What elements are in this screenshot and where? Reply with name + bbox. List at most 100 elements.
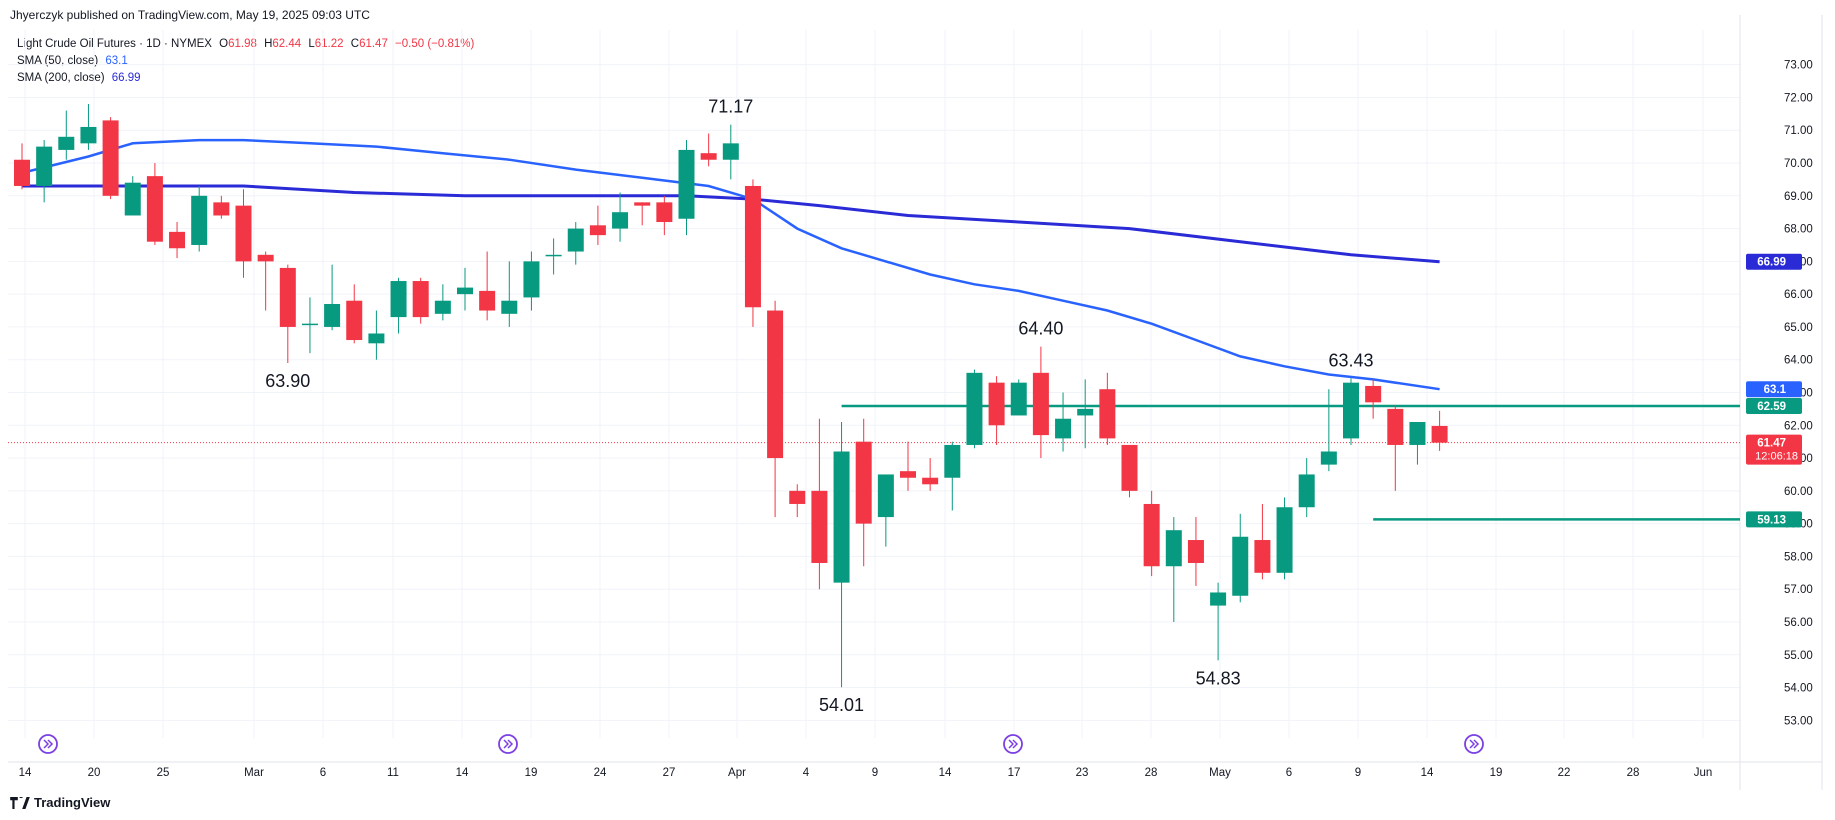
x-tick-label: 28 [1145, 767, 1158, 779]
y-tick-label: 55.00 [1784, 650, 1813, 662]
candle-down [922, 477, 939, 485]
sma50-value: 63.1 [105, 55, 128, 67]
price-annotation: 71.17 [708, 97, 753, 117]
x-tick-label: 23 [1076, 767, 1089, 779]
candle-up [1165, 530, 1182, 567]
ohlc-high: H62.44 [264, 38, 302, 50]
price-tag-label: 59.13 [1757, 514, 1786, 526]
price-tag-label: 61.47 [1757, 438, 1786, 450]
candle-down [213, 202, 230, 216]
x-tick-label: 14 [1421, 767, 1434, 779]
tradingview-logo[interactable]: TradingView [10, 795, 110, 810]
ohlc-change: −0.50 (−0.81%) [395, 38, 475, 50]
candle-down [346, 300, 363, 341]
candle-down [789, 490, 806, 504]
x-tick-label: 4 [803, 767, 810, 779]
candle-up [1232, 536, 1249, 596]
x-tick-label: 14 [19, 767, 32, 779]
event-marker-icon[interactable] [1003, 734, 1023, 754]
sma200-value: 66.99 [111, 72, 141, 84]
y-tick-label: 69.00 [1784, 191, 1813, 203]
candle-up [80, 126, 97, 144]
x-tick-label: 28 [1627, 767, 1640, 779]
candle-up [1010, 382, 1027, 416]
price-chart[interactable]: 53.0054.0055.0056.0057.0058.0059.0060.00… [0, 0, 1835, 790]
candle-up [877, 474, 894, 518]
sma50-label: SMA (50, close) [17, 55, 99, 67]
price-tag [1746, 397, 1802, 414]
brand-name: TradingView [34, 795, 111, 810]
y-tick-label: 57.00 [1784, 584, 1813, 596]
candle-up [1055, 418, 1072, 439]
candle-down [412, 281, 429, 318]
candle-up [1343, 382, 1359, 439]
x-tick-label: 24 [594, 767, 607, 779]
candle-up [501, 300, 518, 314]
price-tag-label: 62.59 [1757, 401, 1786, 413]
event-marker-icon[interactable] [1464, 734, 1484, 754]
candle-down [811, 490, 828, 563]
y-tick-label: 56.00 [1784, 617, 1813, 629]
y-tick-label: 70.00 [1784, 158, 1813, 170]
x-tick-label: 6 [1286, 767, 1292, 779]
candle-down [1387, 408, 1404, 445]
x-tick-label: Apr [728, 767, 746, 779]
price-tag-label: 66.99 [1757, 257, 1786, 269]
candle-down [1099, 389, 1116, 439]
y-tick-label: 60.00 [1784, 486, 1813, 498]
y-tick-label: 53.00 [1784, 715, 1813, 727]
candle-up [833, 451, 850, 583]
price-tag-countdown: 12:06:18 [1755, 451, 1798, 463]
candle-up [1320, 451, 1337, 465]
candle-down [1187, 540, 1204, 563]
y-tick-label: 71.00 [1784, 125, 1813, 137]
x-tick-label: 25 [157, 767, 170, 779]
candle-up [390, 281, 407, 318]
legend-sma200-row[interactable]: SMA (200, close) 66.99 [17, 70, 474, 87]
y-tick-label: 72.00 [1784, 92, 1813, 104]
candle-down [235, 205, 252, 262]
y-tick-label: 65.00 [1784, 322, 1813, 334]
candle-up [567, 228, 584, 252]
candle-up [678, 149, 695, 219]
y-tick-label: 62.00 [1784, 420, 1813, 432]
event-marker-icon[interactable] [498, 734, 518, 754]
candle-up [324, 303, 341, 327]
y-tick-label: 64.00 [1784, 355, 1813, 367]
candle-up [944, 444, 961, 478]
candle-down [1365, 385, 1382, 403]
candle-up [545, 254, 562, 257]
price-annotation: 64.40 [1018, 319, 1063, 339]
x-tick-label: 14 [456, 767, 469, 779]
ohlc-close: C61.47 [350, 38, 388, 50]
candle-up [58, 136, 75, 150]
ohlc-open: O61.98 [219, 38, 257, 50]
candle-down [146, 176, 163, 242]
candle-up [1276, 507, 1293, 573]
candle-up [36, 146, 53, 186]
candle-up [612, 212, 629, 229]
candle-down [855, 441, 872, 524]
candle-down [1143, 503, 1160, 567]
event-marker-icon[interactable] [38, 734, 58, 754]
price-tag [1746, 253, 1802, 270]
candle-up [1077, 408, 1094, 416]
price-annotation: 54.01 [819, 695, 864, 715]
candle-up [722, 143, 739, 160]
chart-legend: Light Crude Oil Futures · 1D · NYMEX O61… [17, 36, 474, 87]
candle-down [102, 120, 119, 196]
tradingview-logo-icon [10, 796, 30, 809]
candle-down [656, 202, 673, 223]
x-tick-label: 9 [1355, 767, 1361, 779]
x-tick-label: Mar [244, 767, 264, 779]
x-tick-label: May [1209, 767, 1231, 779]
x-tick-label: 17 [1008, 767, 1021, 779]
price-annotation: 63.43 [1328, 350, 1373, 370]
candle-down [169, 231, 186, 249]
candle-up [124, 182, 141, 216]
candle-down [14, 159, 30, 186]
legend-sma50-row[interactable]: SMA (50, close) 63.1 [17, 53, 474, 70]
y-tick-label: 66.00 [1784, 289, 1813, 301]
candle-up [368, 333, 385, 344]
candle-up [966, 372, 983, 445]
